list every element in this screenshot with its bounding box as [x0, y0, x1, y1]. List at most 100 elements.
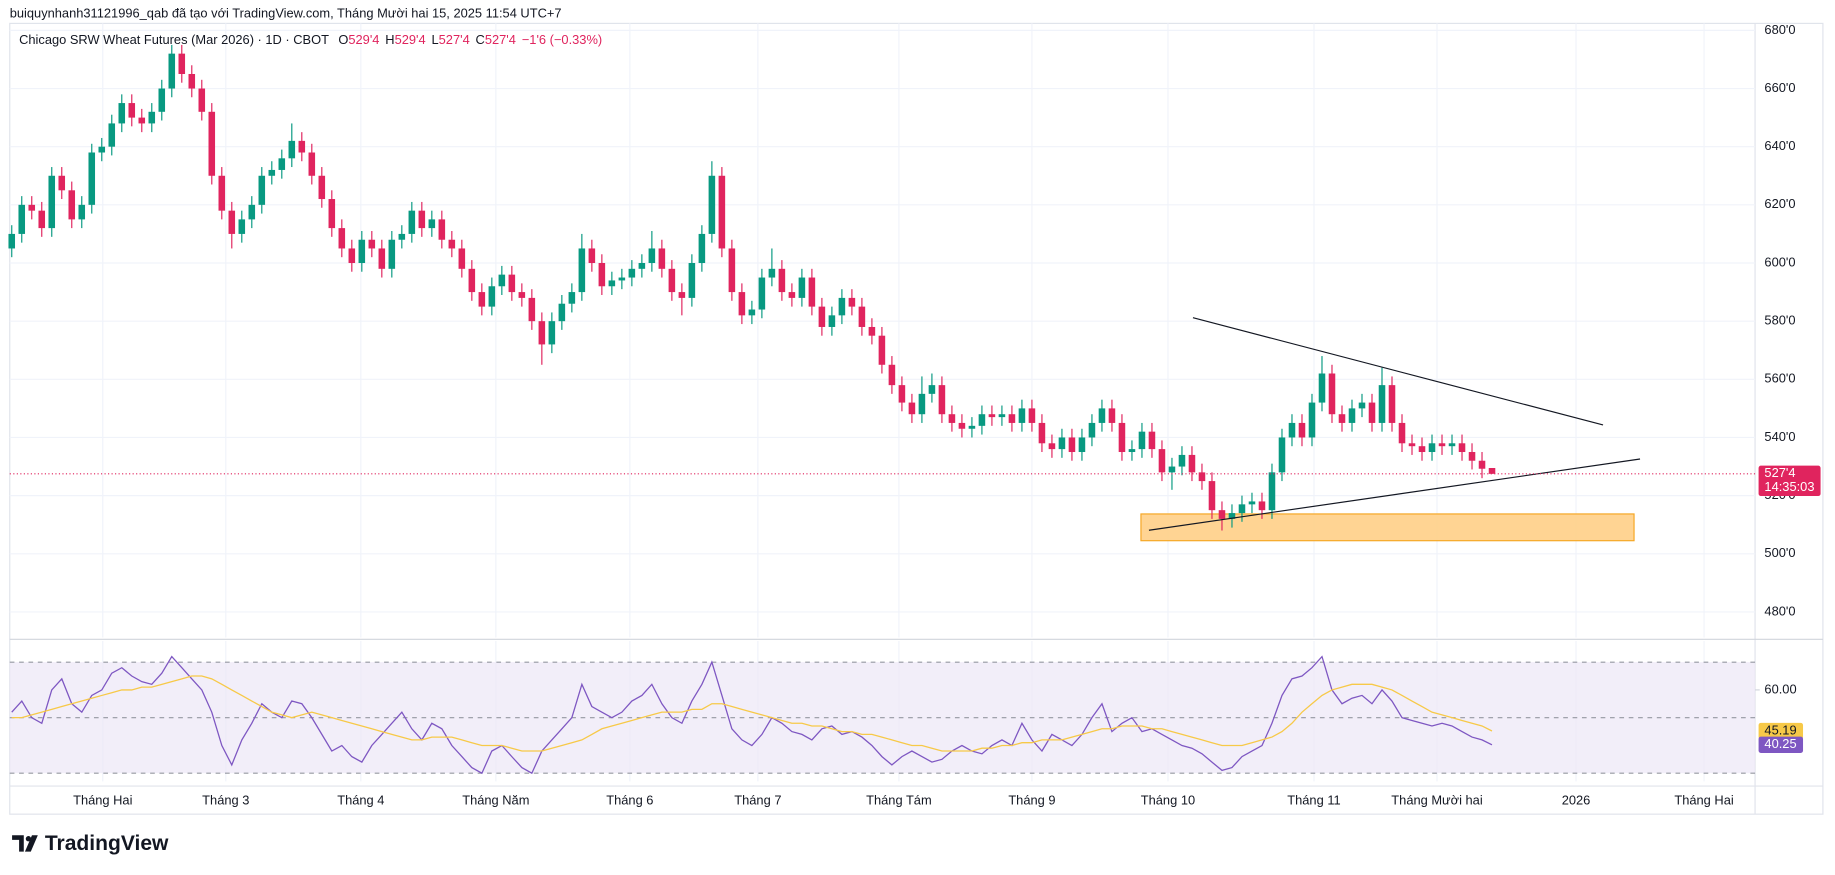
last-value-label: 40.25 [1764, 736, 1796, 751]
candle-body [568, 292, 576, 304]
x-tick-label: 2026 [1562, 793, 1591, 808]
candle-body [368, 239, 376, 249]
candle-body [388, 239, 396, 269]
candle-body [558, 303, 566, 322]
candle-body [1488, 468, 1496, 474]
marks [8, 44, 1756, 775]
candle-body [1148, 431, 1156, 450]
x-tick-label: Tháng 10 [1141, 793, 1195, 808]
countdown: 14:35:03 [1764, 479, 1814, 494]
candle-body [208, 111, 216, 176]
y-tick-label: 480'0 [1764, 603, 1795, 618]
candle-body [728, 248, 736, 293]
support-zone [1140, 513, 1635, 542]
candle-body [818, 306, 826, 327]
candle-body [48, 175, 56, 229]
candle-body [398, 233, 406, 240]
candle-body [1108, 408, 1116, 423]
candle-body [78, 204, 86, 220]
y-tick-label: 640'0 [1764, 138, 1795, 153]
candle-body [1478, 460, 1486, 469]
candle-body [128, 103, 136, 118]
candle-body [1218, 510, 1226, 519]
candle-body [1328, 373, 1336, 415]
candle-body [1268, 472, 1276, 511]
candle-body [1158, 449, 1166, 473]
candle-body [148, 111, 156, 124]
x-tick-label: Tháng Hai [1674, 793, 1733, 808]
candle-body [668, 268, 676, 293]
candle-body [1068, 437, 1076, 453]
grid [9, 23, 1760, 782]
logo: TradingView [12, 832, 169, 855]
candle-body [1048, 443, 1056, 450]
candle-body [838, 297, 846, 316]
candle-body [618, 277, 626, 281]
candle-body [248, 204, 256, 220]
candle-body [798, 277, 806, 298]
x-tick-label: Tháng 7 [734, 793, 781, 808]
candle-body [718, 175, 726, 249]
legend: Chicago SRW Wheat Futures (Mar 2026) · 1… [19, 32, 602, 47]
x-tick-label: Tháng Mười hai [1391, 793, 1482, 808]
y-tick-label: 60.00 [1764, 681, 1796, 696]
candle-body [38, 210, 46, 229]
candle-body [738, 292, 746, 316]
candle-body [408, 210, 416, 234]
candle-body [1088, 422, 1096, 438]
candle-body [228, 210, 236, 234]
candle-body [1358, 402, 1366, 409]
candle-body [8, 233, 16, 249]
candle-body [598, 263, 606, 287]
candle-body [1418, 446, 1426, 453]
ohlc-value: 527'4 [485, 32, 516, 47]
ohlc-value: 529'4 [395, 32, 426, 47]
candle-body [1008, 414, 1016, 423]
last-price-box [1758, 465, 1821, 497]
candle-body [1188, 454, 1196, 473]
candle-body [218, 175, 226, 211]
candle-body [748, 309, 756, 316]
candle-body [878, 335, 886, 365]
candle-body [848, 297, 856, 307]
candle-body [1028, 408, 1036, 423]
candle-body [1168, 466, 1176, 473]
candle-body [918, 393, 926, 415]
candle-body [998, 414, 1006, 418]
candle-body [1098, 408, 1106, 423]
candle-body [938, 385, 946, 415]
ohlc-label: O [338, 32, 348, 47]
x-tick-label: Tháng Năm [462, 793, 529, 808]
candle-body [88, 152, 96, 205]
candle-body [1388, 385, 1396, 423]
candle-body [168, 53, 176, 89]
candle-body [1118, 422, 1126, 453]
y-tick-label: 560'0 [1764, 371, 1795, 386]
candle-body [808, 277, 816, 307]
trendline [1192, 317, 1604, 426]
candle-body [1078, 437, 1086, 453]
candle-body [28, 204, 36, 211]
candle-body [1458, 443, 1466, 453]
candle-body [1368, 402, 1376, 423]
candle-body [948, 414, 956, 423]
x-tick-label: Tháng 3 [202, 793, 249, 808]
candle-body [1288, 422, 1296, 438]
last-value-box [1758, 722, 1804, 740]
candle-body [988, 414, 996, 418]
candle-body [118, 103, 126, 124]
candle-body [1438, 443, 1446, 447]
candle-body [448, 239, 456, 249]
candle-body [768, 268, 776, 278]
candle-body [428, 219, 436, 229]
candle-body [758, 277, 766, 310]
candle-body [1198, 472, 1206, 482]
candle-body [108, 123, 116, 147]
candle-body [928, 385, 936, 394]
candle-body [1228, 513, 1236, 519]
candle-body [1398, 422, 1406, 444]
candle-body [658, 248, 666, 269]
candle-body [1038, 422, 1046, 444]
candle-body [1318, 373, 1326, 403]
